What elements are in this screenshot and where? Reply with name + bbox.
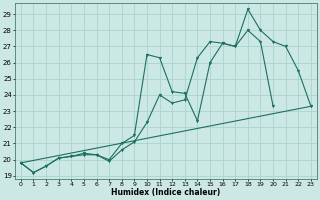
X-axis label: Humidex (Indice chaleur): Humidex (Indice chaleur) [111, 188, 220, 197]
